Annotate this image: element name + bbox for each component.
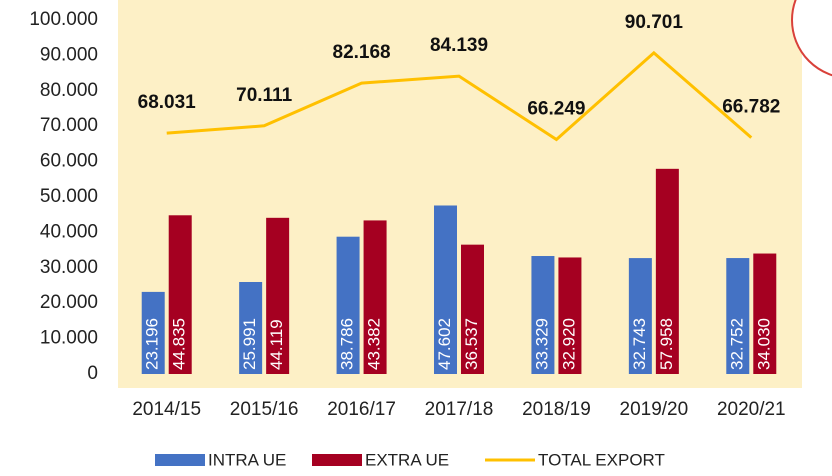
value-label: 25.991: [240, 318, 259, 370]
bar: [726, 258, 750, 374]
legend-label: INTRA UE: [208, 450, 286, 469]
value-label: 57.958: [657, 318, 676, 370]
line: [166, 50, 753, 142]
x-tick-label: 2019/20: [620, 399, 689, 420]
value-label: 23.196: [143, 318, 162, 370]
bar: [655, 168, 679, 374]
legend-label: EXTRA UE: [365, 450, 449, 469]
value-label: 32.752: [727, 318, 746, 370]
bar: [461, 244, 484, 374]
bar: [531, 256, 555, 374]
plot-background: [118, 0, 802, 388]
value-label: 32.743: [630, 318, 649, 370]
y-tick-label: 70.000: [40, 115, 98, 136]
value-label: 44.835: [170, 318, 189, 370]
y-tick-label: 80.000: [40, 80, 98, 101]
x-tick-label: 2018/19: [522, 399, 591, 420]
value-label: 66.782: [722, 97, 780, 118]
x-tick-label: 2017/18: [425, 399, 494, 420]
x-tick-label: 2016/17: [327, 399, 396, 420]
y-tick-label: 20.000: [40, 292, 98, 313]
value-label: 36.537: [462, 318, 481, 370]
x-tick-label: 2020/21: [717, 399, 786, 420]
y-tick-label: 40.000: [40, 221, 98, 242]
value-label: 34.030: [754, 318, 773, 370]
legend-swatch: [155, 454, 205, 466]
y-tick-label: 10.000: [40, 328, 98, 349]
y-tick-label: 50.000: [40, 186, 98, 207]
y-tick-label: 100.000: [29, 9, 98, 30]
bar: [558, 257, 582, 374]
bar: [336, 236, 360, 374]
bar: [434, 205, 457, 374]
decorative-circle: [791, 0, 832, 77]
x-tick-label: 2015/16: [230, 399, 299, 420]
value-label: 38.786: [338, 318, 357, 370]
bar: [628, 258, 652, 374]
value-label: 32.920: [559, 318, 578, 370]
value-label: 68.031: [138, 92, 197, 113]
y-tick-label: 0: [87, 363, 98, 384]
value-label: 43.382: [365, 318, 384, 370]
y-tick-label: 60.000: [40, 151, 98, 172]
legend-label: TOTAL EXPORT: [538, 450, 665, 469]
value-label: 90.701: [625, 12, 684, 33]
bar: [266, 217, 290, 374]
y-tick-label: 90.000: [40, 44, 98, 65]
value-label: 44.119: [267, 319, 286, 370]
value-label: 33.329: [532, 318, 551, 370]
bar: [141, 291, 165, 374]
y-tick-label: 30.000: [40, 257, 98, 278]
value-label: 66.249: [527, 98, 585, 119]
value-label: 47.602: [435, 318, 454, 370]
x-tick-label: 2014/15: [132, 399, 201, 420]
value-label: 70.111: [236, 85, 292, 106]
bar: [753, 253, 777, 374]
value-label: 82.168: [333, 42, 391, 63]
bar: [168, 215, 192, 374]
bar: [363, 220, 387, 374]
bar: [239, 281, 263, 374]
value-label: 84.139: [430, 35, 488, 56]
legend-swatch: [312, 454, 362, 466]
